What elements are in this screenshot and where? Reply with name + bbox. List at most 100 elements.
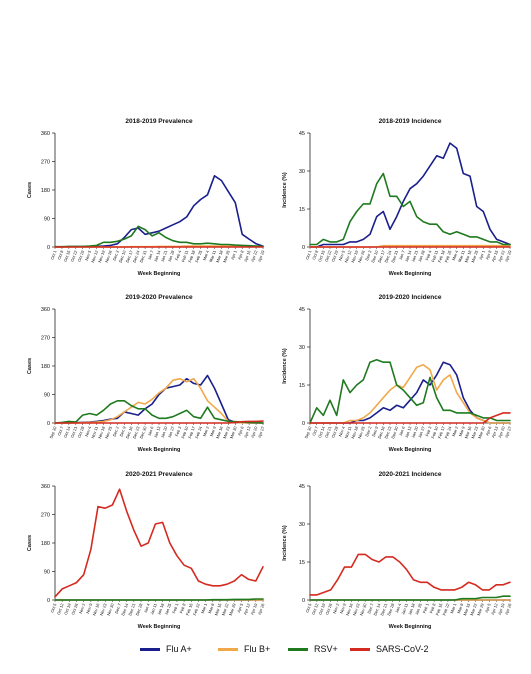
x-tick-label: Jan 14	[153, 249, 162, 263]
x-tick-label: Mar 23	[470, 425, 479, 439]
x-tick-label: Mar 9	[209, 425, 217, 437]
x-tick-label: Apr 22	[250, 249, 259, 263]
series-line-sars-cov-2	[54, 488, 264, 598]
x-axis-label: Week Beginning	[138, 271, 181, 277]
x-tick-label: Feb 18	[437, 249, 446, 263]
legend-label-rsv: RSV+	[314, 644, 338, 654]
x-tick-label: Nov 16	[345, 602, 354, 616]
x-tick-label: Oct 15	[317, 249, 326, 263]
x-tick-label: Jan 11	[149, 602, 158, 615]
series-line-rsv	[54, 225, 264, 248]
x-tick-label: Dec 24	[383, 249, 392, 263]
y-tick-label: 15	[299, 207, 305, 213]
y-tick-label: 180	[41, 364, 50, 370]
x-tick-label: Apr 29	[257, 249, 266, 263]
x-tick-label: Mar 16	[215, 425, 224, 439]
x-tick-label: Nov 23	[352, 602, 361, 616]
x-tick-label: Mar 29	[228, 602, 237, 616]
x-tick-label: Apr 6	[237, 425, 245, 436]
chart-title: 2018-2019 Prevalence	[125, 118, 193, 125]
x-tick-label: Dec 9	[371, 425, 380, 437]
series-line-sars-cov-2	[54, 420, 264, 424]
x-axis-label: Week Beginning	[138, 447, 181, 453]
x-tick-label: Nov 26	[357, 249, 366, 263]
x-tick-label: Mar 22	[469, 602, 478, 616]
x-tick-label: Oct 19	[63, 602, 72, 616]
x-tick-label: Mar 4	[202, 249, 210, 261]
x-tick-label: Mar 8	[207, 602, 215, 614]
chart-title: 2019-2020 Prevalence	[125, 294, 193, 301]
x-tick-label: Oct 7	[311, 425, 319, 436]
x-tick-label: Mar 8	[456, 602, 464, 614]
x-tick-label: Dec 9	[118, 425, 127, 437]
x-tick-label: Apr 1	[230, 249, 238, 260]
series-line-flu-a	[309, 142, 511, 248]
x-tick-label: Mar 25	[222, 249, 231, 263]
x-tick-label: Mar 11	[208, 249, 217, 263]
x-tick-label: Nov 2	[78, 602, 87, 614]
x-tick-label: Dec 3	[364, 249, 373, 261]
x-tick-label: Dec 21	[127, 602, 136, 616]
x-tick-label: Feb 11	[430, 249, 439, 263]
x-tick-label: Oct 5	[304, 602, 312, 613]
x-tick-label: Dec 24	[132, 249, 141, 263]
x-tick-label: Apr 20	[497, 425, 506, 439]
x-tick-label: Dec 17	[125, 249, 134, 263]
x-tick-label: Oct 29	[330, 249, 339, 263]
series-line-flu-a	[54, 374, 264, 424]
x-tick-label: Jan 6	[398, 425, 406, 437]
legend-swatch-flu-a	[140, 647, 160, 651]
legend-swatch-rsv	[288, 647, 308, 651]
y-tick-label: 45	[299, 131, 305, 137]
x-tick-label: Feb 8	[178, 602, 186, 614]
y-tick-label: 270	[41, 160, 50, 166]
x-tick-label: Oct 28	[76, 425, 85, 439]
x-tick-label: Dec 10	[370, 249, 379, 263]
x-axis-label: Week Beginning	[138, 624, 181, 630]
legend-swatch-sars-cov-2	[350, 647, 370, 651]
y-tick-label: 90	[44, 217, 50, 223]
y-tick-label: 90	[44, 393, 50, 399]
x-tick-label: Oct 12	[56, 602, 65, 616]
y-tick-label: 45	[299, 307, 305, 313]
chart-panel-4: 2019-2020 Incidence 0 15 30 45 Incidence (%) S…	[282, 294, 513, 453]
x-tick-label: Apr 19	[497, 602, 506, 616]
x-tick-label: Apr 27	[257, 425, 266, 439]
chart-panel-5: 2020-2021 Prevalence 0 90 180 270 360 Cases Oct…	[27, 471, 266, 630]
x-tick-label: Nov 25	[357, 425, 366, 439]
x-tick-label: Feb 24	[194, 425, 203, 439]
x-tick-label: Jan 25	[414, 602, 423, 616]
x-tick-label: Apr 5	[236, 602, 244, 613]
y-axis-label: Cases	[27, 535, 33, 551]
x-tick-label: Nov 23	[99, 602, 108, 616]
x-tick-label: Dec 7	[366, 602, 375, 614]
x-tick-label: Jan 28	[166, 249, 175, 263]
x-tick-label: Jan 11	[400, 602, 409, 615]
x-tick-label: Jan 18	[407, 602, 416, 616]
chart-title: 2018-2019 Incidence	[379, 118, 442, 125]
x-tick-label: Nov 4	[337, 425, 346, 437]
x-tick-label: Oct 14	[317, 425, 326, 439]
x-tick-label: Mar 4	[451, 249, 459, 261]
x-tick-label: Jan 27	[166, 425, 175, 439]
x-axis-label: Week Beginning	[389, 271, 432, 277]
x-tick-label: Dec 31	[139, 249, 148, 263]
x-tick-label: Nov 19	[97, 249, 106, 263]
x-tick-label: Nov 25	[104, 425, 113, 439]
x-tick-label: Mar 1	[449, 602, 457, 614]
x-tick-label: Oct 1	[304, 249, 312, 260]
x-tick-label: Nov 11	[344, 425, 353, 439]
x-tick-label: Dec 3	[112, 249, 121, 261]
y-tick-label: 90	[44, 570, 50, 576]
legend-item-flu-b: Flu B+	[218, 641, 270, 657]
x-axis-label: Week Beginning	[389, 624, 432, 630]
y-tick-label: 0	[47, 245, 50, 251]
series-line-sars-cov-2	[309, 412, 511, 424]
x-tick-label: Mar 22	[221, 602, 230, 616]
x-tick-label: Feb 18	[187, 249, 196, 263]
x-tick-label: Nov 9	[85, 602, 94, 614]
x-tick-label: Mar 30	[229, 425, 238, 439]
x-tick-label: Oct 8	[56, 249, 64, 260]
x-tick-label: Dec 2	[364, 425, 373, 437]
x-tick-label: Feb 11	[180, 249, 189, 263]
